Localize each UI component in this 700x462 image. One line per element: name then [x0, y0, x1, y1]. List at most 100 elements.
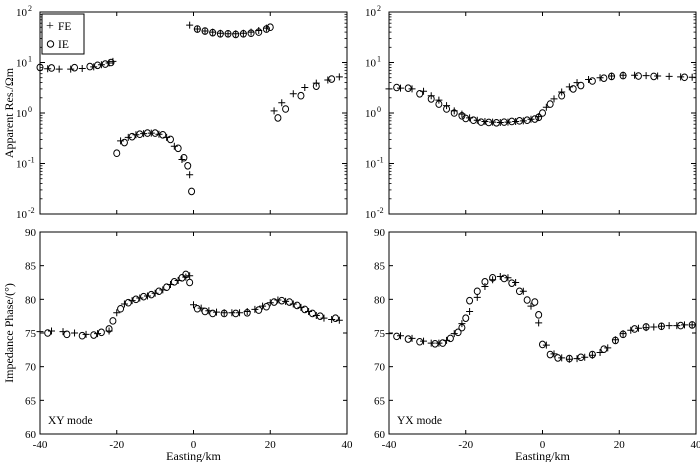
ie-point	[531, 298, 539, 306]
fe-point	[504, 118, 512, 126]
fe-point	[527, 302, 535, 310]
fe-point	[297, 303, 305, 311]
fe-point	[435, 339, 443, 347]
fe-point	[458, 320, 466, 328]
x-tick-label: 40	[342, 439, 354, 451]
ie-point	[262, 25, 270, 33]
x-tick-label: -40	[382, 439, 397, 451]
fe-point	[435, 96, 443, 104]
ie-point	[255, 28, 263, 36]
fe-point	[677, 73, 685, 81]
fe-point	[565, 83, 573, 91]
y-tick-label: 10	[365, 7, 377, 19]
ie-point	[220, 309, 228, 318]
x-tick-label: 40	[691, 439, 700, 451]
fe-point	[397, 84, 405, 92]
ie-point	[539, 109, 546, 117]
fe-point	[619, 71, 627, 79]
fe-point	[385, 85, 393, 93]
fe-point	[301, 83, 309, 91]
y-tick-label: 80	[374, 294, 386, 306]
fe-point	[512, 117, 520, 125]
ie-point	[508, 117, 516, 126]
ie-point	[109, 317, 117, 325]
y-tick-label: 10	[365, 58, 377, 70]
ie-point	[101, 60, 109, 68]
ie-point	[634, 72, 642, 80]
y-axis-label: Impedance Phase/(°)	[2, 283, 16, 383]
ie-point	[489, 273, 497, 282]
ie-point	[393, 332, 401, 341]
ie-point	[170, 278, 178, 286]
fe-point	[604, 344, 612, 352]
ie-point	[117, 304, 125, 313]
x-tick-label: -20	[458, 439, 473, 451]
ie-point	[270, 298, 278, 306]
ie-point	[462, 114, 470, 123]
fe-point	[251, 305, 259, 313]
ie-point	[680, 73, 688, 82]
ie-point	[107, 58, 115, 67]
fe-point	[117, 137, 125, 145]
fe-point	[312, 311, 320, 319]
series-fe	[44, 21, 343, 179]
fe-point	[151, 289, 159, 297]
ie-point	[180, 153, 188, 162]
fe-point	[608, 72, 616, 80]
fe-point	[320, 314, 328, 322]
y-tick-label: 90	[25, 227, 37, 239]
ie-point	[285, 298, 293, 306]
x-tick-label: -40	[33, 439, 48, 451]
fe-point	[688, 73, 696, 81]
fe-point	[270, 107, 278, 115]
ie-point	[650, 72, 658, 81]
y-tick-label: 65	[25, 395, 37, 407]
fe-point	[519, 287, 527, 295]
y-tick-exponent: -2	[377, 206, 384, 215]
fe-point	[124, 133, 132, 141]
ie-point	[266, 23, 274, 32]
fe-point	[504, 274, 512, 282]
y-tick-label: 10	[16, 108, 28, 120]
ie-point	[193, 25, 201, 33]
fe-point	[147, 129, 155, 137]
ie-point	[535, 311, 543, 319]
ie-point	[97, 328, 105, 337]
ie-point	[619, 71, 627, 80]
ie-point	[274, 114, 282, 122]
ie-point	[688, 321, 696, 329]
fe-point	[82, 330, 90, 338]
legend-marker-ie	[46, 40, 55, 48]
fe-point	[94, 330, 102, 338]
ie-point	[600, 74, 608, 82]
ie-point	[677, 321, 685, 330]
ie-point	[588, 350, 596, 359]
ie-point	[247, 29, 255, 38]
ie-point	[331, 314, 339, 322]
ie-point	[458, 112, 466, 120]
y-tick-exponent: 0	[28, 105, 32, 114]
ie-point	[450, 109, 458, 117]
fe-point	[680, 321, 688, 329]
ie-point	[282, 105, 290, 113]
ie-point	[224, 30, 232, 38]
series-ie	[44, 270, 339, 340]
fe-point	[328, 316, 336, 324]
fe-point	[654, 72, 662, 80]
ie-point	[473, 287, 481, 296]
ie-point	[481, 278, 489, 286]
ie-point	[132, 295, 140, 304]
fe-point	[170, 142, 178, 150]
ie-point	[569, 85, 577, 93]
fe-point	[481, 117, 489, 125]
y-tick-label: 90	[374, 227, 386, 239]
fe-point	[213, 308, 221, 316]
fe-point	[136, 294, 144, 302]
ie-point	[446, 334, 454, 343]
fe-point	[224, 30, 232, 38]
ie-point	[239, 30, 247, 38]
fe-point	[132, 131, 140, 139]
y-tick-exponent: 0	[377, 105, 381, 114]
legend-marker-fe: +	[46, 19, 54, 34]
ie-point	[297, 91, 305, 100]
